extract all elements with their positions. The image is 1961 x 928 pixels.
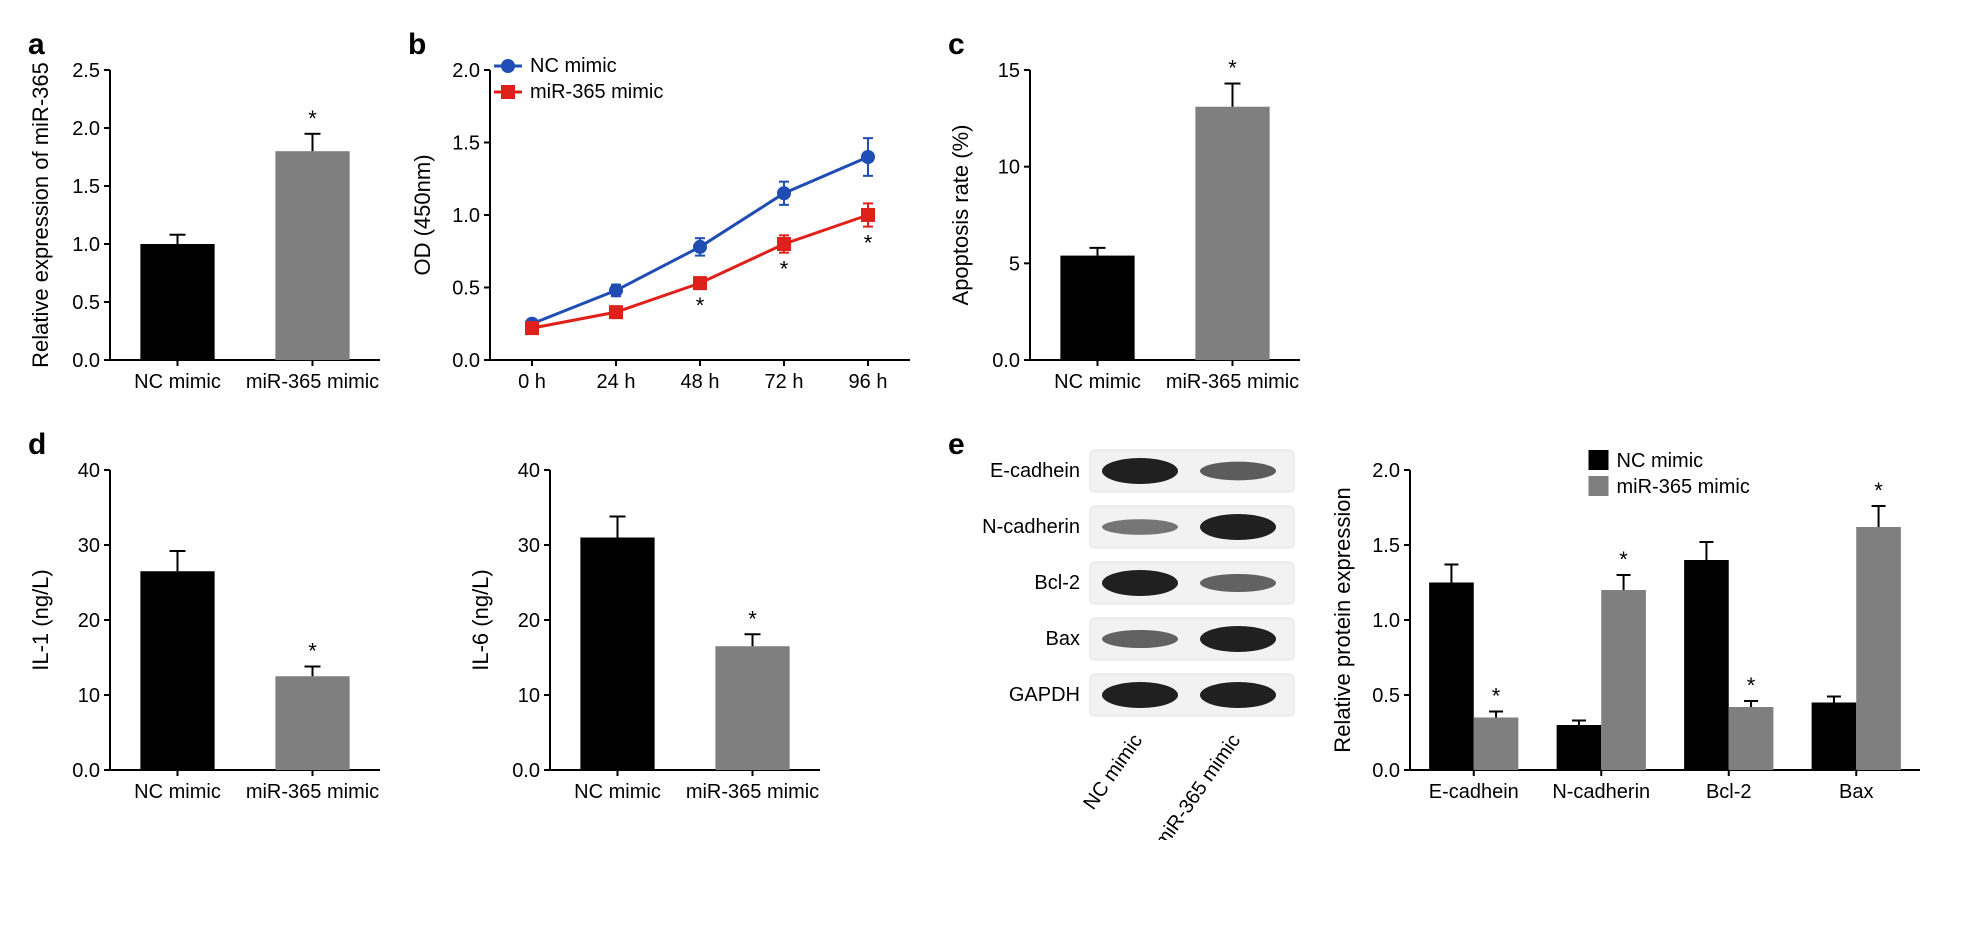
svg-text:5: 5: [1009, 253, 1020, 275]
svg-text:72 h: 72 h: [765, 371, 804, 393]
svg-text:2.0: 2.0: [72, 118, 100, 140]
svg-text:0.0: 0.0: [1372, 760, 1400, 782]
svg-text:OD (450nm): OD (450nm): [410, 154, 435, 275]
panel-d-il6-chart: 0.0 10 20 30 40 IL-6 (ng/L) NC mimic miR-365 mi…: [460, 420, 840, 830]
svg-text:Bax: Bax: [1839, 781, 1873, 803]
panel-a-chart: 0.0 0.5 1.0 1.5 2.0 2.5 Relative expression of…: [20, 20, 400, 420]
svg-text:0.0: 0.0: [72, 350, 100, 372]
svg-text:IL-1 (ng/L): IL-1 (ng/L): [28, 569, 53, 671]
panel-e-blot: E-cadhein N-cadherin Bcl-2 Bax GAPDH NC mimic…: [940, 420, 1320, 840]
svg-text:Relative expression of miR-365: Relative expression of miR-365: [28, 62, 53, 368]
panel-b: b 0.0 0.5 1.0 1.5 2.0 OD (450nm) 0 h 24 h 48 h 72…: [400, 20, 940, 420]
svg-text:E-cadhein: E-cadhein: [990, 460, 1080, 482]
svg-text:2.5: 2.5: [72, 60, 100, 82]
panel-c: c 0.0 5 10 15 Apoptosis rate (%) NC mimic miR-…: [940, 20, 1320, 420]
svg-text:0.0: 0.0: [452, 350, 480, 372]
svg-text:NC mimic: NC mimic: [134, 781, 221, 803]
svg-text:NC mimic: NC mimic: [1617, 450, 1704, 472]
panel-d-il1-chart: 0.0 10 20 30 40 IL-1 (ng/L) NC mimic miR-365 mi…: [20, 420, 400, 830]
svg-text:GAPDH: GAPDH: [1009, 684, 1080, 706]
panel-e-bar-chart: 0.0 0.5 1.0 1.5 2.0 Relative protein expressi…: [1320, 420, 1940, 840]
svg-text:2.0: 2.0: [1372, 460, 1400, 482]
svg-text:15: 15: [998, 60, 1020, 82]
svg-text:*: *: [864, 231, 873, 256]
svg-text:24 h: 24 h: [597, 371, 636, 393]
svg-text:1.0: 1.0: [1372, 610, 1400, 632]
svg-text:NC mimic: NC mimic: [1079, 730, 1147, 814]
svg-text:NC mimic: NC mimic: [574, 781, 661, 803]
svg-text:96 h: 96 h: [849, 371, 888, 393]
svg-text:*: *: [1874, 478, 1883, 503]
svg-text:*: *: [1747, 673, 1756, 698]
panel-d: d 0.010203040IL-1 (ng/L)NC mimicmiR-365 …: [20, 420, 940, 840]
svg-text:20: 20: [78, 610, 100, 632]
svg-text:Bcl-2: Bcl-2: [1706, 781, 1752, 803]
panel-b-label: b: [408, 28, 426, 62]
svg-text:miR-365 mimic: miR-365 mimic: [246, 781, 379, 803]
svg-text:1.5: 1.5: [452, 133, 480, 155]
svg-text:NC mimic: NC mimic: [1054, 371, 1141, 393]
svg-text:*: *: [696, 293, 705, 318]
panel-b-chart: 0.0 0.5 1.0 1.5 2.0 OD (450nm) 0 h 24 h 48 h 72 h…: [400, 20, 940, 420]
svg-text:*: *: [1619, 547, 1628, 572]
svg-text:1.5: 1.5: [72, 176, 100, 198]
svg-text:0.0: 0.0: [72, 760, 100, 782]
panel-c-chart: 0.0 5 10 15 Apoptosis rate (%) NC mimic miR-36…: [940, 20, 1320, 420]
svg-text:miR-365 mimic: miR-365 mimic: [530, 81, 663, 103]
svg-text:48 h: 48 h: [681, 371, 720, 393]
svg-text:*: *: [1492, 684, 1501, 709]
svg-text:0.0: 0.0: [512, 760, 540, 782]
svg-text:30: 30: [78, 535, 100, 557]
svg-text:Bax: Bax: [1046, 628, 1080, 650]
svg-text:40: 40: [78, 460, 100, 482]
svg-text:NC mimic: NC mimic: [530, 55, 617, 77]
panel-a: a 0.0 0.5 1.0 1.5 2.0 2.5 Relative expression …: [20, 20, 400, 420]
svg-text:miR-365 mimic: miR-365 mimic: [686, 781, 819, 803]
svg-text:miR-365 mimic: miR-365 mimic: [1151, 730, 1246, 840]
svg-text:*: *: [308, 106, 317, 131]
svg-text:1.5: 1.5: [1372, 535, 1400, 557]
svg-text:*: *: [1228, 56, 1237, 81]
svg-text:Relative protein expression: Relative protein expression: [1330, 487, 1355, 752]
panel-c-label: c: [948, 28, 965, 62]
panel-e-label: e: [948, 428, 965, 462]
svg-text:0.5: 0.5: [72, 292, 100, 314]
svg-text:Apoptosis rate (%): Apoptosis rate (%): [948, 125, 973, 306]
svg-text:IL-6 (ng/L): IL-6 (ng/L): [468, 569, 493, 671]
panel-e: e E-cadhein N-cadherin Bcl-2 Bax GAPDH NC mim…: [940, 420, 1961, 840]
svg-text:0.0: 0.0: [992, 350, 1020, 372]
svg-text:*: *: [308, 639, 317, 664]
svg-text:1.0: 1.0: [452, 205, 480, 227]
svg-text:1.0: 1.0: [72, 234, 100, 256]
svg-text:miR-365 mimic: miR-365 mimic: [1166, 371, 1299, 393]
svg-text:*: *: [780, 257, 789, 282]
svg-text:0 h: 0 h: [518, 371, 546, 393]
svg-text:2.0: 2.0: [452, 60, 480, 82]
svg-text:10: 10: [78, 685, 100, 707]
svg-text:N-cadherin: N-cadherin: [982, 516, 1080, 538]
svg-text:10: 10: [998, 157, 1020, 179]
svg-text:miR-365 mimic: miR-365 mimic: [1617, 476, 1750, 498]
svg-text:*: *: [748, 606, 757, 631]
panel-a-label: a: [28, 28, 45, 62]
svg-text:NC mimic: NC mimic: [134, 371, 221, 393]
svg-text:40: 40: [518, 460, 540, 482]
svg-text:miR-365 mimic: miR-365 mimic: [246, 371, 379, 393]
svg-text:N-cadherin: N-cadherin: [1552, 781, 1650, 803]
svg-text:20: 20: [518, 610, 540, 632]
svg-text:E-cadhein: E-cadhein: [1429, 781, 1519, 803]
svg-text:Bcl-2: Bcl-2: [1034, 572, 1080, 594]
svg-text:0.5: 0.5: [452, 278, 480, 300]
svg-text:10: 10: [518, 685, 540, 707]
svg-text:0.5: 0.5: [1372, 685, 1400, 707]
svg-text:30: 30: [518, 535, 540, 557]
